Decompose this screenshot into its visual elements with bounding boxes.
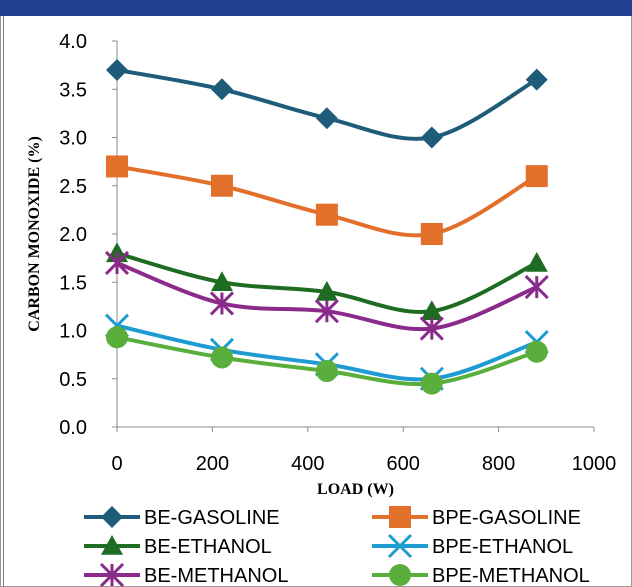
data-point	[419, 316, 444, 341]
data-point	[209, 291, 235, 316]
legend-swatch-marker	[101, 506, 123, 528]
chart-axes: 0.0 0.5 1.0 1.5 2.0 2.5 3.0 3.5 4.0 0 200 400 600 800…	[59, 31, 616, 475]
data-point	[420, 126, 443, 149]
data-point	[104, 250, 130, 276]
data-point	[420, 300, 443, 320]
data-point	[525, 165, 548, 188]
data-point	[315, 360, 338, 383]
legend-item: BPE-ETHANOL	[372, 533, 573, 559]
y-tick-label: 3.0	[59, 128, 87, 150]
data-point	[106, 155, 128, 178]
series-bpe-gasoline	[106, 155, 548, 245]
legend-swatch-marker	[387, 533, 413, 559]
y-axis-title: CARBON MONOXIDE (%)	[26, 136, 43, 332]
legend-swatch-marker	[389, 506, 411, 528]
series-be-gasoline	[106, 58, 548, 149]
x-tick-label: 600	[387, 453, 420, 475]
legend-swatch-marker	[99, 562, 125, 587]
frame-left-rule	[3, 16, 4, 587]
chart-legend: BE-GASOLINE BPE-GASOLINE BE-ETHANOL BPE-ETH…	[84, 506, 590, 587]
legend-item: BE-ETHANOL	[84, 535, 272, 558]
window-top-bar	[0, 0, 632, 16]
y-tick-label: 1.0	[59, 321, 87, 343]
series-layer	[104, 58, 549, 395]
y-tick-label: 4.0	[59, 31, 87, 53]
x-tick-label: 800	[482, 453, 515, 475]
data-point	[525, 68, 548, 91]
data-point	[210, 78, 233, 101]
data-point	[315, 107, 338, 130]
x-tick-label: 200	[196, 453, 229, 475]
legend-item: BE-GASOLINE	[84, 506, 280, 529]
data-point	[420, 372, 443, 395]
series-be-methanol	[104, 250, 549, 341]
legend-label: BE-METHANOL	[144, 565, 288, 587]
data-point	[524, 275, 549, 300]
legend-item: BPE-GASOLINE	[372, 506, 581, 529]
data-point	[315, 280, 338, 301]
legend-label: BPE-ETHANOL	[432, 536, 573, 558]
legend-swatch-marker	[101, 535, 123, 555]
legend-swatch-marker	[389, 564, 411, 586]
y-tick-label: 2.0	[59, 224, 87, 246]
legend-item: BE-METHANOL	[84, 562, 288, 587]
data-point	[210, 174, 233, 197]
y-tick-label: 0.0	[59, 417, 87, 439]
data-point	[314, 299, 339, 324]
data-point	[420, 223, 443, 245]
y-tick-label: 3.5	[59, 79, 87, 101]
series-bpe-methanol	[106, 326, 548, 395]
y-tick-label: 0.5	[59, 369, 87, 391]
x-tick-label: 1000	[572, 453, 617, 475]
data-point	[106, 326, 128, 349]
data-point	[106, 58, 128, 81]
legend-label: BPE-GASOLINE	[432, 507, 581, 529]
legend-label: BPE-METHANOL	[432, 565, 590, 587]
x-axis-title: LOAD (W)	[317, 481, 394, 498]
x-tick-label: 400	[291, 453, 324, 475]
data-point	[525, 340, 548, 363]
legend-item: BPE-METHANOL	[372, 564, 590, 587]
data-point	[210, 271, 233, 292]
data-point	[315, 203, 338, 226]
data-point	[210, 346, 233, 369]
y-tick-label: 2.5	[59, 176, 87, 198]
y-tick-label: 1.5	[59, 272, 87, 294]
x-tick-label: 0	[111, 453, 122, 475]
legend-label: BE-ETHANOL	[144, 536, 272, 558]
legend-label: BE-GASOLINE	[144, 507, 280, 529]
data-point	[525, 251, 548, 272]
